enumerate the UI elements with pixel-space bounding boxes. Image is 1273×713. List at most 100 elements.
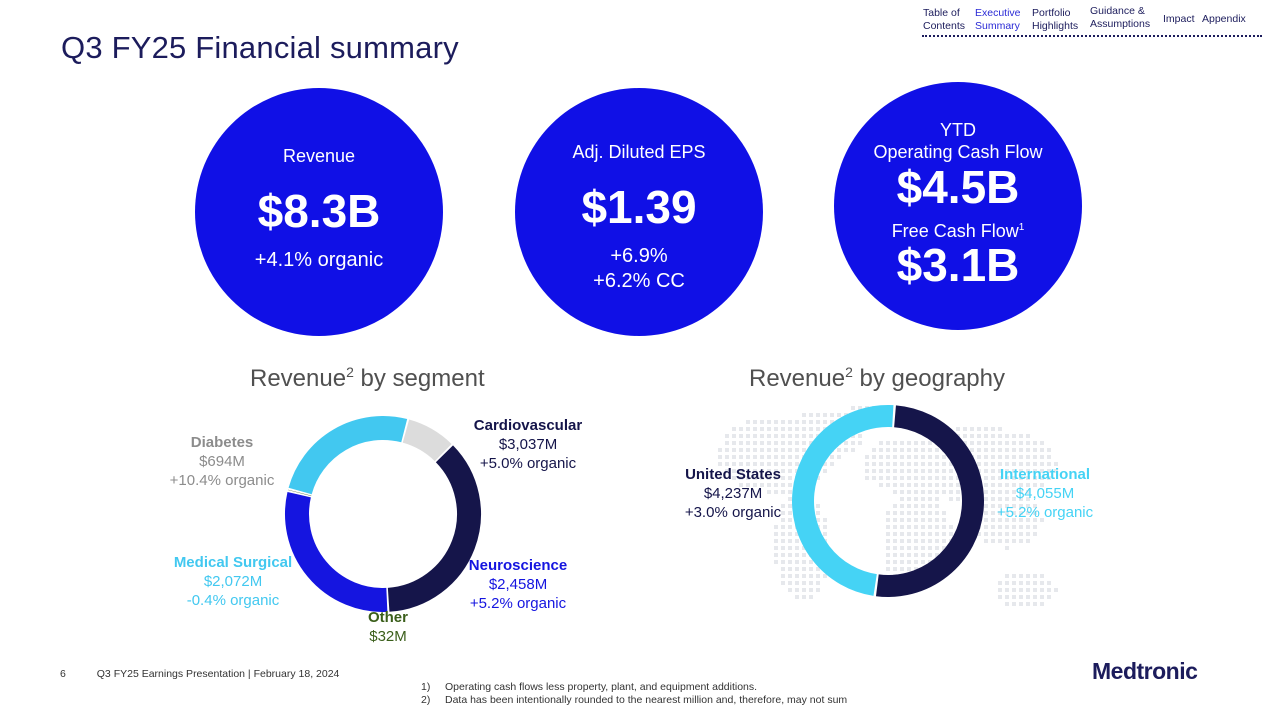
segment-value: $2,072M — [203, 573, 263, 590]
map-dot — [935, 525, 939, 529]
map-dot — [1047, 581, 1051, 585]
map-dot — [1040, 469, 1044, 473]
map-dot — [879, 455, 883, 459]
map-dot — [795, 441, 799, 445]
map-dot — [746, 448, 750, 452]
map-dot — [795, 462, 799, 466]
map-dot — [746, 483, 750, 487]
map-dot — [893, 553, 897, 557]
map-dot — [760, 469, 764, 473]
map-dot — [991, 504, 995, 508]
map-dot — [907, 511, 911, 515]
map-dot — [984, 427, 988, 431]
nav-table-of-contents[interactable]: Table of Contents — [923, 7, 965, 33]
map-dot — [795, 539, 799, 543]
map-dot — [977, 434, 981, 438]
map-dot — [788, 574, 792, 578]
map-dot — [1026, 539, 1030, 543]
map-dot — [753, 434, 757, 438]
segment-label-diabetes: Diabetes $694M +10.4% organic — [157, 433, 287, 490]
map-dot — [760, 427, 764, 431]
map-dot — [1033, 525, 1037, 529]
map-dot — [851, 448, 855, 452]
map-dot — [1040, 441, 1044, 445]
nav-executive-summary[interactable]: Executive Summary — [975, 7, 1021, 33]
map-dot — [921, 455, 925, 459]
map-dot — [767, 476, 771, 480]
map-dot — [739, 476, 743, 480]
map-dot — [1012, 581, 1016, 585]
map-dot — [949, 532, 953, 536]
map-dot — [991, 525, 995, 529]
map-dot — [795, 448, 799, 452]
map-dot — [1019, 595, 1023, 599]
map-dot — [872, 462, 876, 466]
map-dot — [767, 483, 771, 487]
map-dot — [900, 546, 904, 550]
map-dot — [739, 469, 743, 473]
geography-name: International — [999, 466, 1090, 483]
segment-name: Medical Surgical — [173, 554, 293, 571]
map-dot — [963, 427, 967, 431]
map-dot — [1054, 588, 1058, 592]
free-cash-flow-value: $3.1B — [896, 239, 1020, 291]
map-dot — [914, 553, 918, 557]
map-dot — [1005, 462, 1009, 466]
map-dot — [1026, 588, 1030, 592]
map-dot — [886, 567, 890, 571]
map-dot — [921, 469, 925, 473]
footnote-marker: 2 — [346, 364, 354, 380]
map-dot — [998, 448, 1002, 452]
map-dot — [1019, 497, 1023, 501]
map-dot — [991, 434, 995, 438]
map-dot — [774, 483, 778, 487]
map-dot — [865, 476, 869, 480]
map-dot — [1012, 483, 1016, 487]
map-dot — [893, 532, 897, 536]
map-dot — [774, 476, 778, 480]
map-dot — [1026, 483, 1030, 487]
map-dot — [1019, 469, 1023, 473]
map-dot — [802, 413, 806, 417]
map-dot — [1005, 504, 1009, 508]
map-dot — [998, 441, 1002, 445]
map-dot — [886, 469, 890, 473]
map-dot — [753, 427, 757, 431]
map-dot — [858, 434, 862, 438]
map-dot — [998, 539, 1002, 543]
ytd-label: YTD — [940, 120, 976, 140]
map-dot — [795, 574, 799, 578]
map-dot — [879, 441, 883, 445]
map-dot — [1026, 511, 1030, 515]
page-number: 6 — [60, 668, 66, 680]
map-dot — [921, 448, 925, 452]
map-dot — [788, 469, 792, 473]
map-dot — [774, 525, 778, 529]
nav-impact[interactable]: Impact — [1163, 13, 1195, 26]
map-dot — [788, 553, 792, 557]
map-dot — [886, 560, 890, 564]
map-dot — [1012, 511, 1016, 515]
map-dot — [977, 532, 981, 536]
map-dot — [914, 448, 918, 452]
map-dot — [1005, 581, 1009, 585]
map-dot — [942, 525, 946, 529]
map-dot — [956, 490, 960, 494]
map-dot — [1019, 518, 1023, 522]
map-dot — [1005, 546, 1009, 550]
map-dot — [935, 490, 939, 494]
map-dot — [921, 462, 925, 466]
segment-name: Other — [367, 609, 408, 626]
map-dot — [774, 546, 778, 550]
map-dot — [1040, 581, 1044, 585]
map-dot — [1047, 476, 1051, 480]
map-dot — [942, 483, 946, 487]
nav-label: Impact — [1163, 13, 1195, 25]
nav-appendix[interactable]: Appendix — [1202, 13, 1246, 26]
map-dot — [725, 455, 729, 459]
map-dot — [788, 560, 792, 564]
nav-portfolio-highlights[interactable]: Portfolio Highlights — [1032, 7, 1078, 33]
nav-guidance-assumptions[interactable]: Guidance & Assumptions — [1090, 5, 1150, 31]
map-dot — [935, 511, 939, 515]
map-dot — [1012, 504, 1016, 508]
